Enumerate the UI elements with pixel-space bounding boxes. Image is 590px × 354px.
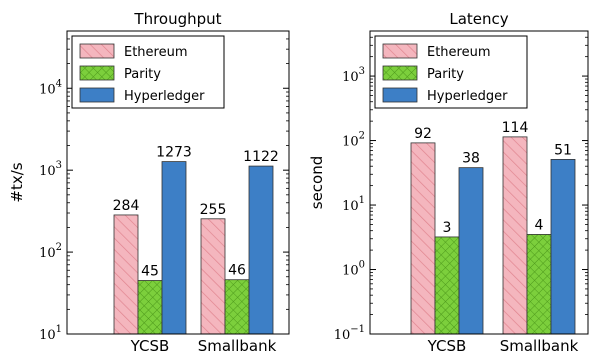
data-label: 284 (113, 198, 140, 214)
data-label: 38 (462, 151, 480, 167)
plot-frame (369, 30, 589, 335)
bar-ethereum-smallbank (502, 136, 528, 335)
data-label: 3 (443, 220, 452, 236)
bar-parity-smallbank (526, 234, 552, 335)
chart-title: Throughput (133, 10, 221, 28)
bar-hyperledger-smallbank (248, 165, 274, 335)
y-tick-label: 101 (342, 195, 365, 214)
legend-swatch-parity (382, 65, 418, 81)
bar-hyperledger-ycsb (161, 161, 187, 335)
data-label: 46 (228, 263, 246, 279)
chart-title: Latency (449, 10, 508, 28)
legend: Ethereum Parity Hyperledger (71, 35, 225, 109)
chart-panel-latency: Latency second 92 114 3 4 38 51 10−1 100 101 102 103… (308, 10, 589, 354)
data-label: 114 (502, 120, 529, 136)
legend-swatch-hyperledger (79, 87, 115, 103)
y-tick-label: 104 (39, 78, 62, 97)
legend: Ethereum Parity Hyperledger (374, 35, 528, 109)
legend-swatch-ethereum (79, 43, 115, 59)
data-label: 255 (200, 202, 227, 218)
legend-label-parity: Parity (124, 67, 161, 82)
y-tick-label: 101 (39, 324, 62, 343)
x-tick-label: Smallbank (198, 337, 277, 354)
y-axis-label: #tx/s (8, 162, 26, 202)
legend-label-ethereum: Ethereum (124, 45, 188, 60)
y-tick-label: 102 (342, 131, 365, 150)
x-tick-label: YCSB (427, 337, 467, 354)
data-label: 92 (414, 126, 432, 142)
data-label: 51 (554, 142, 572, 158)
bar-ethereum-ycsb (113, 214, 139, 335)
legend-label-ethereum: Ethereum (427, 45, 491, 60)
bar-hyperledger-ycsb (458, 167, 484, 335)
bar-parity-ycsb (434, 236, 460, 335)
x-tick-label: Smallbank (500, 337, 579, 354)
y-tick-label: 103 (39, 160, 62, 179)
data-label: 1273 (156, 145, 192, 161)
x-tick-label: YCSB (130, 337, 170, 354)
legend-label-parity: Parity (427, 67, 464, 82)
bar-ethereum-smallbank (200, 218, 226, 335)
legend-label-hyperledger: Hyperledger (427, 89, 508, 104)
data-label: 1122 (243, 149, 279, 165)
legend-swatch-parity (79, 65, 115, 81)
bar-parity-smallbank (224, 279, 250, 335)
legend-swatch-ethereum (382, 43, 418, 59)
bar-parity-ycsb (137, 280, 163, 335)
y-tick-label: 102 (39, 242, 62, 261)
y-tick-label: 10−1 (334, 324, 365, 343)
y-tick-label: 103 (342, 66, 365, 85)
legend-swatch-hyperledger (382, 87, 418, 103)
y-tick-label: 100 (342, 260, 365, 279)
bar-ethereum-ycsb (410, 142, 436, 335)
chart-panel-throughput: Throughput #tx/s 284 255 45 46 1273 1122 101 102 1… (8, 10, 290, 354)
y-axis-label: second (308, 156, 326, 210)
data-label: 4 (535, 217, 544, 233)
bar-hyperledger-smallbank (550, 159, 576, 335)
legend-label-hyperledger: Hyperledger (124, 89, 205, 104)
data-label: 45 (141, 263, 159, 279)
